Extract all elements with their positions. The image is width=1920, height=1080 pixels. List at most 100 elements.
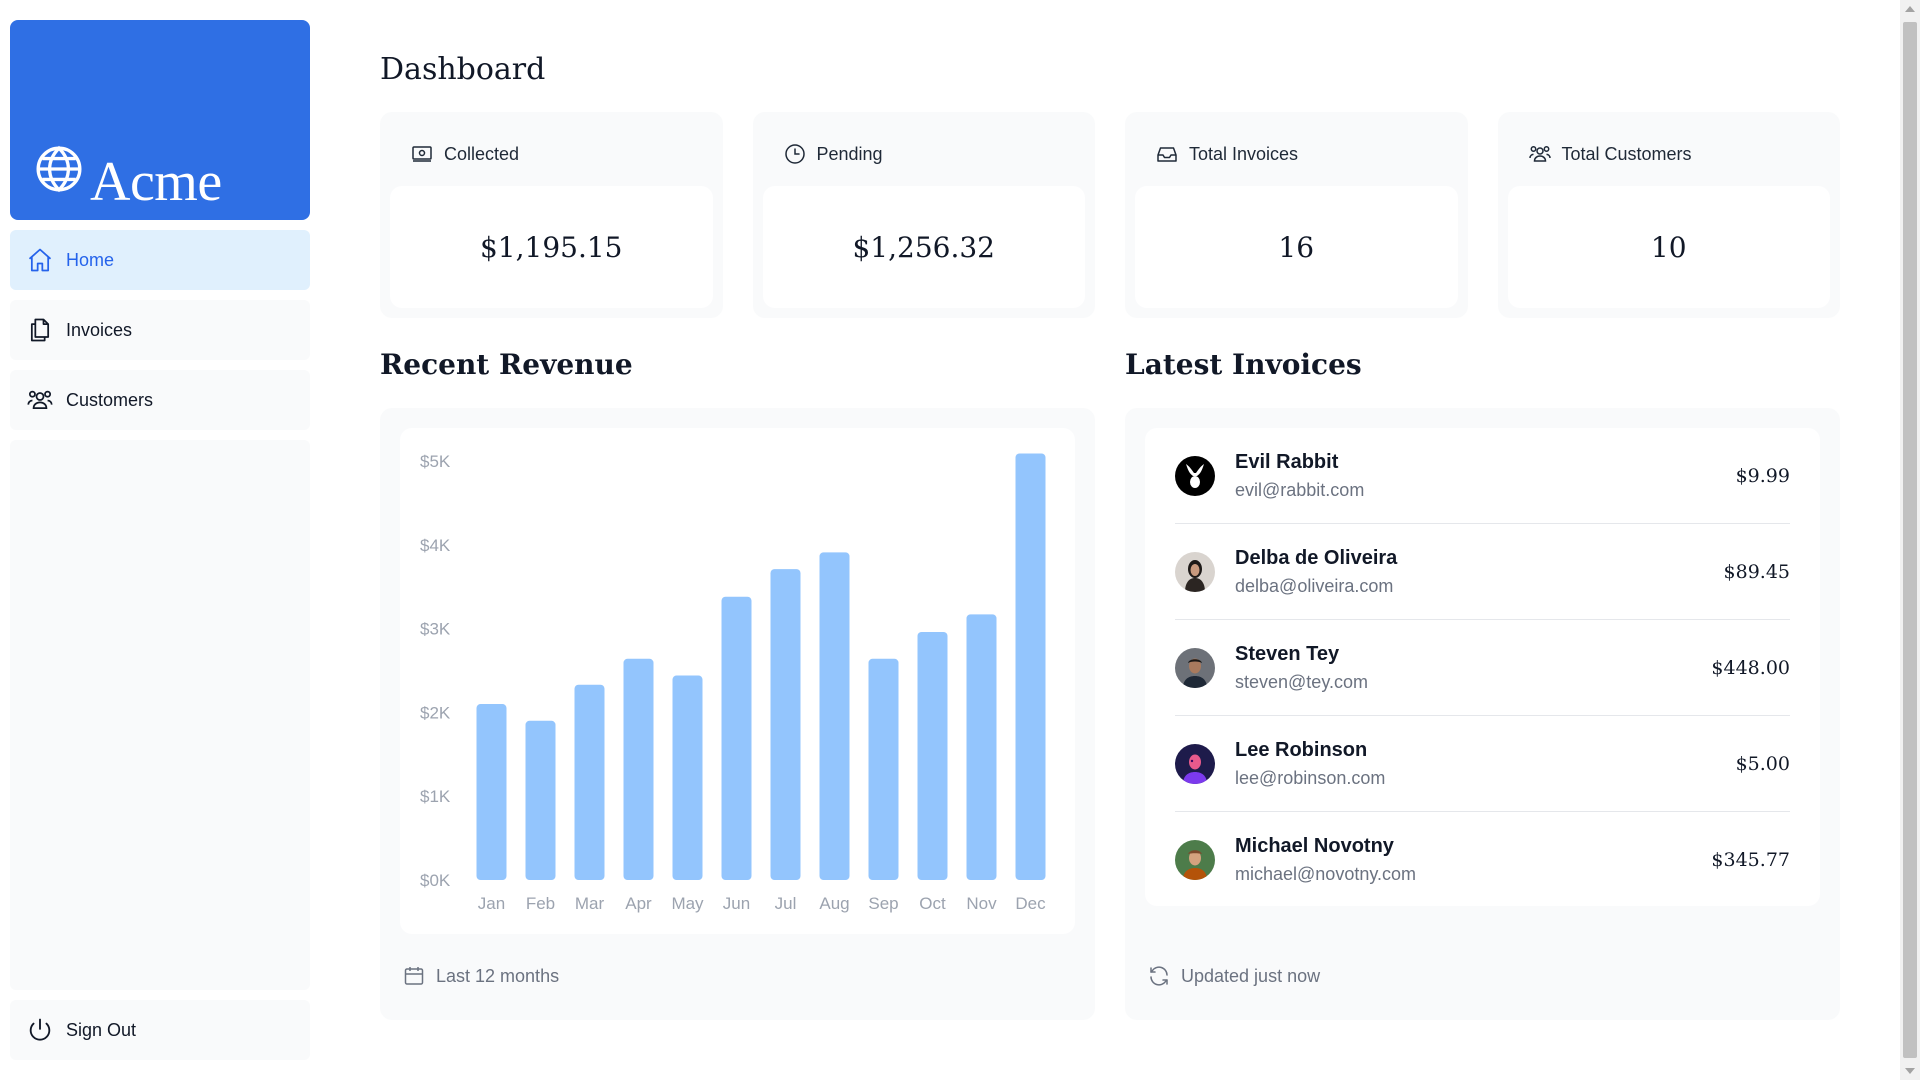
sidebar-item-customers[interactable]: Customers (10, 370, 310, 430)
card-value: 10 (1507, 186, 1830, 308)
customer-email: steven@tey.com (1235, 671, 1368, 692)
main-content: Dashboard Collected $1,195.15 Pending (380, 0, 1840, 1080)
invoice-list: Evil Rabbit evil@rabbit.com $9.99 Delba … (1145, 428, 1820, 906)
card-value: 16 (1135, 186, 1458, 308)
revenue-title: Recent Revenue (380, 348, 633, 381)
customer-name: Evil Rabbit (1235, 450, 1339, 473)
banknote-icon (412, 146, 432, 162)
x-tick-label: Sep (868, 894, 898, 913)
invoices-footer: Updated just now (1147, 964, 1320, 988)
x-tick-label: May (671, 894, 704, 913)
invoice-amount: $448.00 (1711, 656, 1790, 679)
users-icon (1528, 146, 1551, 162)
card-value: $1,195.15 (390, 186, 713, 308)
invoice-row[interactable]: Steven Tey steven@tey.com $448.00 (1175, 620, 1790, 716)
x-tick-label: Jun (723, 894, 750, 913)
avatar (1175, 551, 1215, 592)
clock-icon (784, 144, 805, 164)
y-tick-label: $2K (420, 703, 451, 722)
globe-icon (36, 145, 82, 193)
customer-name: Lee Robinson (1235, 738, 1368, 761)
invoice-row[interactable]: Michael Novotny michael@novotny.com $345… (1175, 812, 1790, 908)
bar-oct (917, 631, 948, 880)
power-icon (29, 1018, 51, 1041)
invoice-row[interactable]: Evil Rabbit evil@rabbit.com $9.99 (1175, 428, 1790, 524)
x-tick-label: Mar (575, 894, 605, 913)
avatar (1175, 455, 1215, 496)
sidebar-item-invoices[interactable]: Invoices (10, 300, 310, 360)
bar-apr (623, 658, 654, 880)
x-tick-label: Jan (478, 894, 505, 913)
customer-email: evil@rabbit.com (1235, 479, 1365, 500)
sign-out-label: Sign Out (66, 1019, 137, 1040)
bar-feb (525, 720, 556, 880)
scroll-thumb[interactable] (1903, 22, 1917, 1058)
bar-sep (868, 658, 899, 880)
customer-name: Steven Tey (1235, 642, 1340, 665)
home-icon (28, 248, 52, 272)
avatar (1175, 647, 1215, 688)
document-icon (30, 318, 50, 342)
revenue-footer: Last 12 months (402, 964, 559, 988)
revenue-panel: $5K $4K $3K $2K $1K $0K Jan Feb Mar Apr May Jun Jul A… (380, 408, 1095, 1020)
stat-card-collected: Collected $1,195.15 (380, 112, 723, 318)
card-header: Collected (390, 122, 713, 186)
brand-logo[interactable]: Acme (10, 20, 310, 220)
bar-jan (476, 704, 507, 880)
sidebar-item-label: Home (66, 249, 115, 270)
avatar (1175, 840, 1215, 880)
page-title: Dashboard (380, 52, 546, 87)
invoice-amount: $345.77 (1711, 849, 1790, 871)
card-header: Total Customers (1508, 122, 1831, 186)
invoice-row[interactable]: Delba de Oliveira delba@oliveira.com $89… (1175, 524, 1790, 620)
bar-mar (574, 684, 605, 880)
stat-card-total-customers: Total Customers 10 (1497, 112, 1840, 318)
scroll-down-arrow[interactable] (1905, 1068, 1915, 1074)
avatar-portrait (1183, 658, 1207, 688)
invoices-panel: Evil Rabbit evil@rabbit.com $9.99 Delba … (1125, 408, 1840, 1020)
invoice-row[interactable]: Lee Robinson lee@robinson.com $5.00 (1175, 716, 1790, 812)
avatar (1175, 743, 1215, 784)
bar-aug (819, 552, 850, 880)
avatar-portrait (1183, 754, 1207, 784)
bar-jul (770, 569, 801, 880)
users-icon (27, 390, 53, 410)
invoice-customer: Steven Tey steven@tey.com (1235, 643, 1711, 693)
customer-name: Michael Novotny (1235, 835, 1394, 857)
customer-name: Delba de Oliveira (1235, 546, 1398, 569)
scroll-up-arrow[interactable] (1905, 6, 1915, 12)
sidebar-item-home[interactable]: Home (10, 230, 310, 290)
invoice-customer: Michael Novotny michael@novotny.com (1235, 835, 1711, 885)
sidebar-item-label: Customers (66, 389, 154, 410)
card-label: Total Customers (1561, 143, 1692, 164)
invoices-title: Latest Invoices (1125, 348, 1362, 381)
card-label: Pending (816, 143, 883, 164)
x-tick-label: Feb (526, 894, 555, 913)
sign-out-button[interactable]: Sign Out (10, 1000, 310, 1060)
revenue-chart: $5K $4K $3K $2K $1K $0K Jan Feb Mar Apr May Jun Jul A… (400, 428, 1075, 934)
customer-email: michael@novotny.com (1235, 864, 1417, 884)
card-label: Total Invoices (1189, 143, 1299, 164)
bar-nov (966, 614, 997, 880)
x-tick-label: Oct (919, 894, 946, 913)
calendar-icon (404, 967, 424, 985)
x-tick-label: Aug (819, 894, 849, 913)
avatar-portrait (1185, 559, 1205, 592)
avatar-portrait (1183, 850, 1207, 880)
revenue-footer-label: Last 12 months (436, 965, 560, 986)
invoice-customer: Lee Robinson lee@robinson.com (1235, 739, 1736, 789)
customer-email: delba@oliveira.com (1235, 575, 1394, 596)
sidebar-spacer (10, 440, 310, 990)
invoice-amount: $89.45 (1723, 560, 1790, 583)
card-header: Pending (763, 122, 1086, 186)
invoice-customer: Delba de Oliveira delba@oliveira.com (1235, 547, 1724, 597)
x-tick-label: Apr (625, 894, 652, 913)
card-label: Collected (444, 143, 520, 164)
y-tick-label: $4K (420, 536, 451, 555)
invoice-customer: Evil Rabbit evil@rabbit.com (1235, 451, 1736, 501)
sidebar: Acme Home Invoices Customers (10, 20, 310, 1060)
page-scrollbar[interactable] (1900, 0, 1920, 1080)
x-tick-label: Nov (966, 894, 997, 913)
rabbit-logo (1186, 463, 1204, 488)
inbox-icon (1157, 147, 1177, 162)
